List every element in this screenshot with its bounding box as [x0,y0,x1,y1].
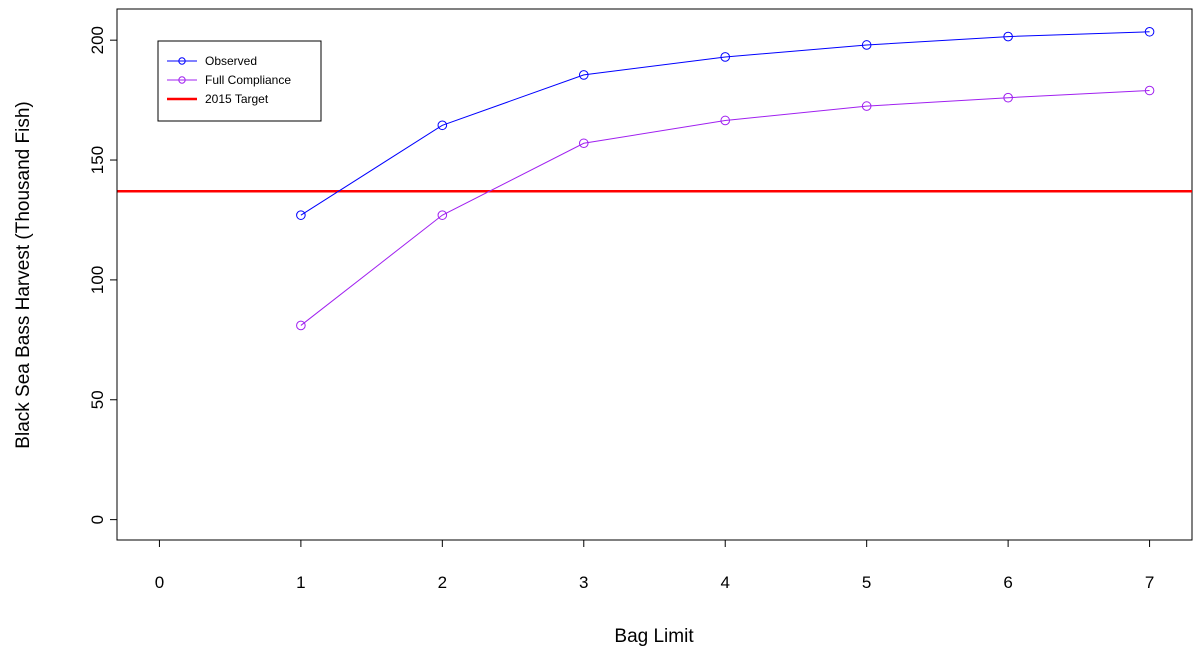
data-point [578,70,589,80]
data-point [861,101,872,111]
legend-marker [178,76,186,84]
y-tick-label: 100 [88,266,107,294]
series-layer [296,26,1155,331]
x-axis: 0 1 2 3 4 5 6 7 [155,539,1154,592]
legend-marker [178,57,186,65]
x-tick-label: 2 [438,573,447,592]
data-point [1144,85,1155,96]
legend-label: Full Compliance [205,73,291,87]
data-point [437,210,448,220]
data-point [720,115,731,126]
x-tick-label: 3 [579,573,588,592]
y-tick-label: 200 [88,26,107,54]
y-axis: 0 50 100 150 200 [88,26,118,524]
y-tick-label: 150 [88,146,107,174]
series-line [300,31,1150,216]
data-point [437,120,448,131]
legend-label: Observed [205,54,257,68]
x-tick-label: 0 [155,573,164,592]
x-tick-label: 1 [296,573,305,592]
data-point [578,138,589,149]
legend-label: 2015 Target [205,92,269,106]
x-tick-label: 5 [862,573,871,592]
series-observed [296,26,1155,220]
x-axis-title: Bag Limit [614,626,694,647]
y-tick-label: 50 [88,390,107,409]
data-point [296,320,306,331]
y-axis-title: Black Sea Bass Harvest (Thousand Fish) [13,101,34,448]
data-point [861,40,872,50]
series-line [300,90,1150,326]
x-tick-label: 7 [1145,573,1154,592]
x-tick-label: 6 [1003,573,1012,592]
data-point [1003,31,1013,42]
series-full-compliance [296,85,1155,331]
data-point [296,210,306,220]
y-tick-label: 0 [88,515,107,524]
data-point [1003,92,1013,103]
legend: Observed Full Compliance 2015 Target [157,40,322,122]
x-tick-label: 4 [720,573,729,592]
data-point [720,52,731,62]
data-point [1144,26,1155,37]
